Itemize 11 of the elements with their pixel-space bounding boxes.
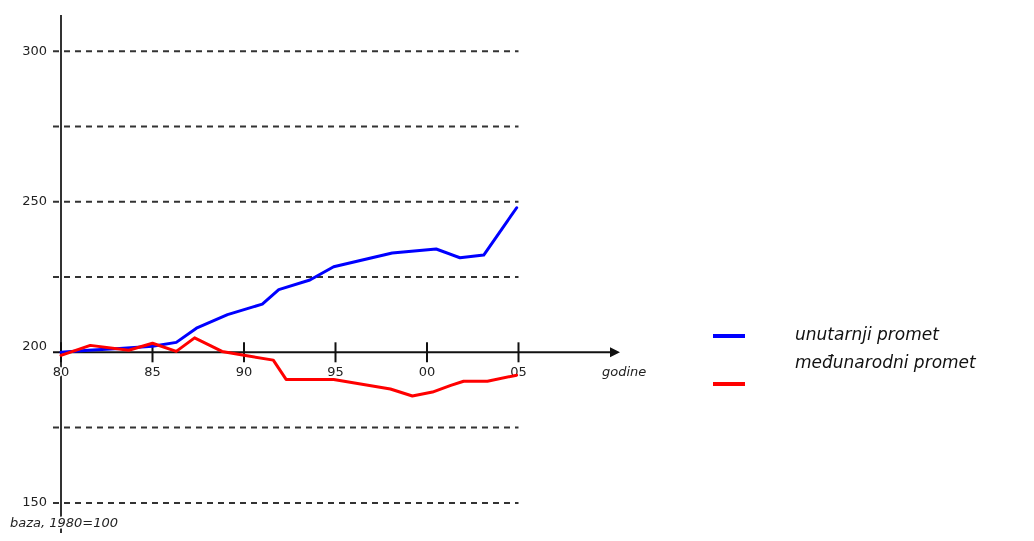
- x-tick-label: 85: [144, 364, 161, 380]
- y-tick-label: 300: [22, 42, 47, 58]
- x-tick-label: 90: [235, 364, 253, 380]
- x-axis-title: godine: [602, 364, 647, 380]
- text: međunarodni promet: [795, 352, 978, 372]
- y-tick-label: 250: [22, 193, 47, 209]
- y-tick-label: 200: [22, 337, 47, 353]
- text: unutarnji promet: [795, 324, 941, 344]
- y-tick-label: 150: [22, 494, 47, 510]
- x-tick-label: 95: [327, 364, 344, 380]
- x-tick-label: 00: [418, 364, 436, 380]
